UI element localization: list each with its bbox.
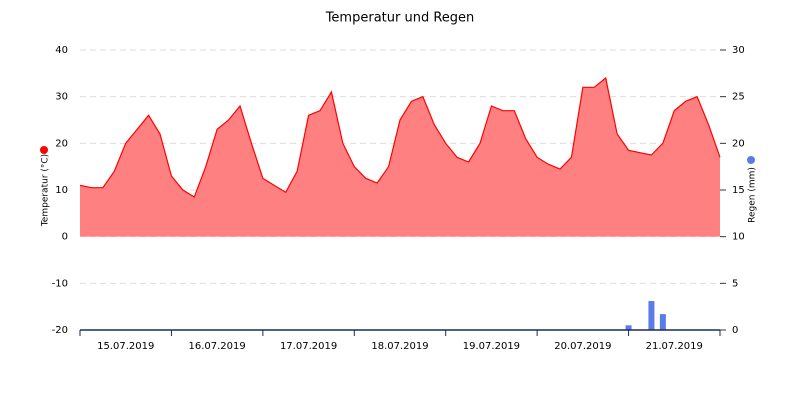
x-tick-label: 20.07.2019 [554,341,611,352]
x-tick-label: 18.07.2019 [371,341,428,352]
rain-bar [659,314,666,330]
y2-tick-label: 15 [732,185,745,196]
y2-tick-label: 10 [732,232,745,243]
x-tick-label: 17.07.2019 [280,341,337,352]
x-tick-label: 15.07.2019 [97,341,154,352]
y2-axis-label: Regen (mm) [748,167,758,223]
x-tick-label: 19.07.2019 [463,341,520,352]
y2-tick-label: 5 [732,278,738,289]
x-tick-label: 21.07.2019 [646,341,703,352]
y-tick-label: 40 [55,45,68,56]
rain-bar [625,325,632,330]
y2-tick-label: 25 [732,92,745,103]
y-tick-label: 10 [55,185,68,196]
legend-marker [40,146,48,154]
x-tick-label: 16.07.2019 [189,341,246,352]
y-axis-label: Temperatur (°C) [41,154,51,227]
y2-tick-label: 0 [732,325,738,336]
y-tick-label: -20 [52,325,68,336]
temperature-line [79,76,721,198]
temperature-area [80,78,720,237]
chart-title: Temperatur und Regen [325,11,475,26]
legend-marker [747,156,755,164]
y-tick-label: -10 [52,278,68,289]
y-tick-label: 20 [55,138,68,149]
y2-tick-label: 20 [732,138,745,149]
y2-tick-label: 30 [732,45,745,56]
y-tick-label: 0 [62,232,68,243]
rain-bar [648,301,655,330]
y-tick-label: 30 [55,92,68,103]
